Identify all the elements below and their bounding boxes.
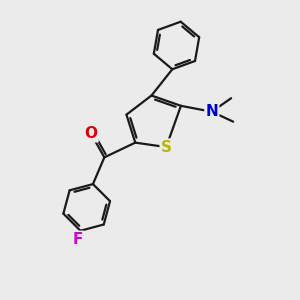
Text: F: F — [73, 232, 83, 247]
Text: O: O — [85, 126, 98, 141]
Text: S: S — [161, 140, 172, 154]
Text: N: N — [206, 104, 218, 119]
